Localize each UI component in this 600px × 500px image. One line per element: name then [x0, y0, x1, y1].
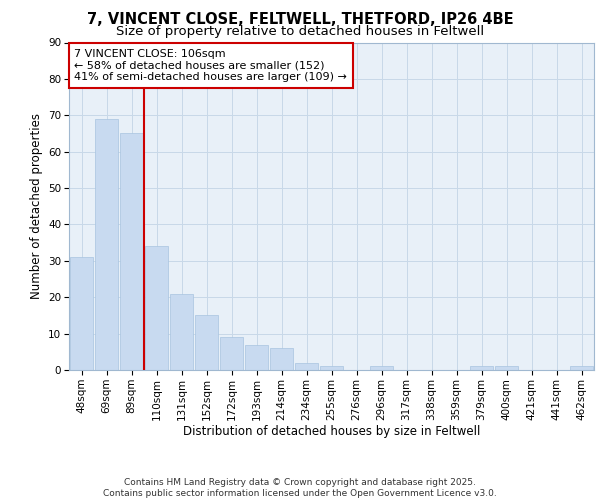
Bar — [220, 337, 244, 370]
Bar — [245, 344, 268, 370]
Bar — [569, 366, 593, 370]
Bar — [295, 362, 319, 370]
Bar — [269, 348, 293, 370]
Bar — [95, 119, 118, 370]
Y-axis label: Number of detached properties: Number of detached properties — [29, 114, 43, 299]
Bar — [145, 246, 169, 370]
Bar — [119, 134, 143, 370]
Text: 7 VINCENT CLOSE: 106sqm
← 58% of detached houses are smaller (152)
41% of semi-d: 7 VINCENT CLOSE: 106sqm ← 58% of detache… — [74, 49, 347, 82]
Text: 7, VINCENT CLOSE, FELTWELL, THETFORD, IP26 4BE: 7, VINCENT CLOSE, FELTWELL, THETFORD, IP… — [86, 12, 514, 28]
Bar — [70, 257, 94, 370]
Bar — [470, 366, 493, 370]
Text: Size of property relative to detached houses in Feltwell: Size of property relative to detached ho… — [116, 25, 484, 38]
Text: Contains HM Land Registry data © Crown copyright and database right 2025.
Contai: Contains HM Land Registry data © Crown c… — [103, 478, 497, 498]
Bar — [494, 366, 518, 370]
Bar — [170, 294, 193, 370]
X-axis label: Distribution of detached houses by size in Feltwell: Distribution of detached houses by size … — [183, 426, 480, 438]
Bar — [320, 366, 343, 370]
Bar — [370, 366, 394, 370]
Bar — [194, 316, 218, 370]
